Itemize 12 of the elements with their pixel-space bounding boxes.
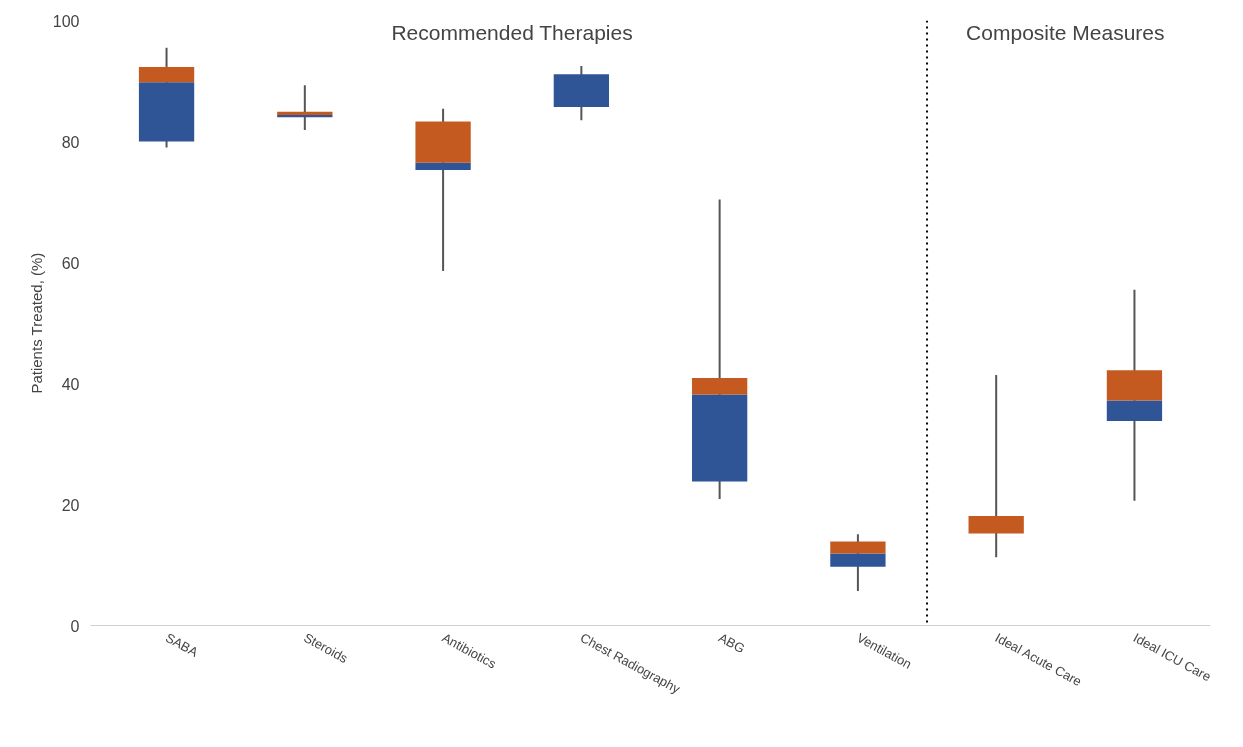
y-tick-label: 80 — [61, 133, 80, 151]
y-axis-title: Patients Treated, (%) — [27, 252, 45, 394]
y-tick-label: 60 — [61, 254, 80, 272]
y-tick-label: 20 — [61, 496, 80, 514]
y-tick-label: 0 — [70, 617, 80, 635]
y-tick-label: 100 — [52, 12, 80, 30]
annotation: Composite Measures — [966, 20, 1165, 44]
x-tick-label: ABG — [716, 629, 748, 657]
x-tick-label: Ideal Acute Care — [992, 629, 1085, 690]
annotation: Recommended Therapies — [391, 20, 633, 44]
x-tick-label: Ideal ICU Care — [1130, 629, 1214, 685]
y-tick-label: 40 — [61, 375, 80, 393]
